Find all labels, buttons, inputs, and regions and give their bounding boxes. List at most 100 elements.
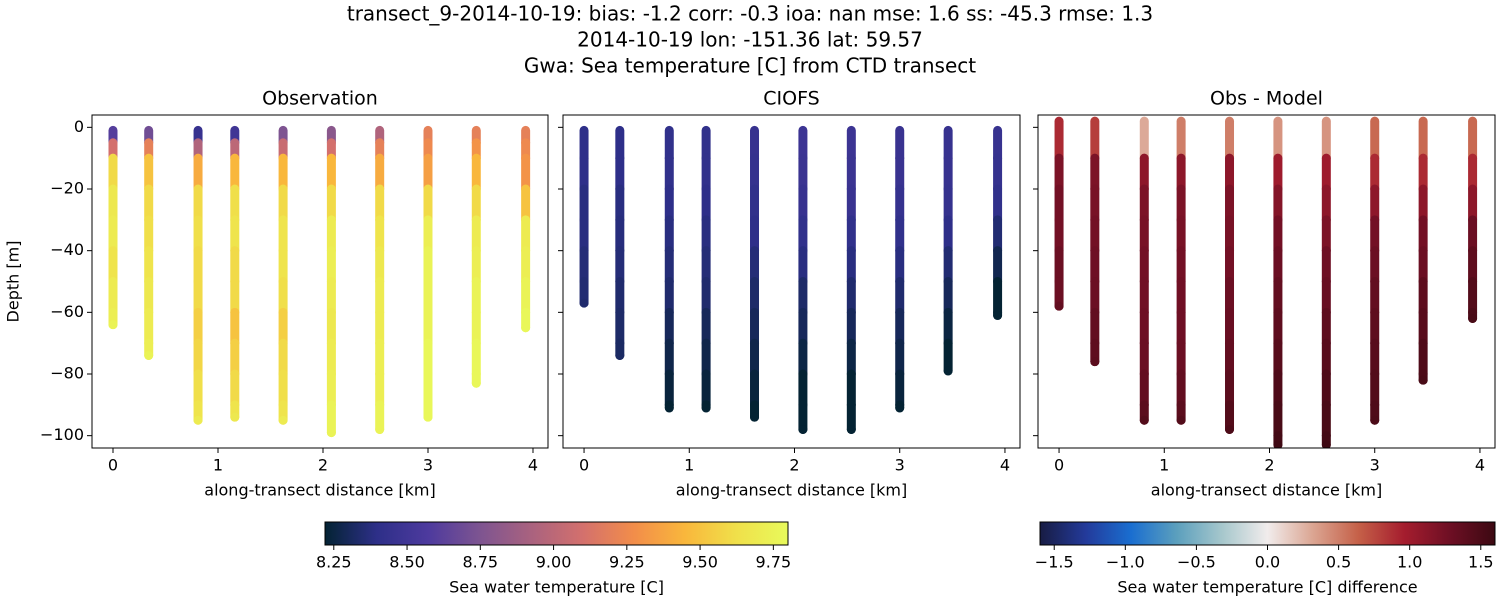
point bbox=[943, 153, 953, 194]
point bbox=[1370, 246, 1380, 286]
point bbox=[1321, 116, 1331, 163]
x-tick-label: 1 bbox=[684, 456, 694, 475]
point bbox=[1090, 215, 1100, 256]
point bbox=[375, 153, 385, 194]
point bbox=[750, 153, 760, 194]
colorbar-tick-label: 1.5 bbox=[1468, 553, 1493, 572]
colorbar-tick-label: 8.50 bbox=[389, 553, 425, 572]
point bbox=[375, 215, 385, 256]
point bbox=[798, 400, 808, 434]
point bbox=[615, 246, 625, 286]
point bbox=[230, 246, 240, 286]
point bbox=[1139, 369, 1149, 410]
colorbar-tick-label: 0.5 bbox=[1326, 553, 1351, 572]
point bbox=[1273, 246, 1283, 286]
point bbox=[750, 338, 760, 379]
point bbox=[326, 400, 336, 438]
colorbar-tick-label: 9.25 bbox=[609, 553, 645, 572]
point bbox=[798, 246, 808, 286]
point bbox=[1468, 153, 1478, 194]
x-axis-label: along-transect distance [km] bbox=[204, 481, 435, 500]
point bbox=[193, 307, 203, 348]
point bbox=[230, 215, 240, 256]
point bbox=[1225, 184, 1235, 225]
x-tick-label: 4 bbox=[1000, 456, 1010, 475]
point bbox=[1273, 277, 1283, 317]
point bbox=[993, 184, 1003, 225]
point bbox=[846, 338, 856, 379]
point bbox=[521, 184, 531, 225]
point bbox=[193, 415, 203, 425]
point bbox=[993, 153, 1003, 194]
point bbox=[750, 246, 760, 286]
x-tick-label: 2 bbox=[1264, 456, 1274, 475]
point bbox=[615, 277, 625, 317]
point bbox=[579, 184, 589, 225]
x-tick-label: 0 bbox=[1054, 456, 1064, 475]
point bbox=[895, 307, 905, 348]
point bbox=[1090, 357, 1100, 367]
point bbox=[1054, 116, 1064, 163]
x-tick-label: 2 bbox=[789, 456, 799, 475]
point bbox=[993, 246, 1003, 286]
point bbox=[1225, 307, 1235, 348]
point bbox=[1468, 246, 1478, 286]
point bbox=[664, 338, 674, 379]
point bbox=[750, 125, 760, 163]
point bbox=[1418, 116, 1428, 163]
point bbox=[1225, 369, 1235, 410]
point bbox=[1090, 307, 1100, 348]
point bbox=[1139, 184, 1149, 225]
point bbox=[471, 307, 481, 348]
point bbox=[615, 125, 625, 163]
point bbox=[326, 369, 336, 410]
point bbox=[193, 153, 203, 194]
point bbox=[750, 184, 760, 225]
point bbox=[1139, 153, 1149, 194]
point bbox=[1054, 246, 1064, 286]
y-tick-label: −60 bbox=[50, 302, 84, 321]
point bbox=[375, 307, 385, 348]
point bbox=[1176, 369, 1186, 410]
point bbox=[1176, 277, 1186, 317]
point bbox=[1139, 307, 1149, 348]
point bbox=[1273, 369, 1283, 410]
point bbox=[846, 184, 856, 225]
point bbox=[521, 215, 531, 256]
point bbox=[1273, 153, 1283, 194]
profiles bbox=[1054, 116, 1478, 448]
point bbox=[521, 323, 531, 333]
point bbox=[701, 215, 711, 256]
x-tick-label: 1 bbox=[1159, 456, 1169, 475]
point bbox=[375, 338, 385, 379]
point bbox=[750, 277, 760, 317]
point bbox=[144, 215, 154, 256]
point bbox=[750, 307, 760, 348]
point bbox=[375, 277, 385, 317]
point bbox=[664, 369, 674, 410]
point bbox=[1139, 116, 1149, 163]
point bbox=[1225, 277, 1235, 317]
point bbox=[1321, 246, 1331, 286]
point bbox=[1090, 184, 1100, 225]
point bbox=[144, 307, 154, 348]
point bbox=[1321, 400, 1331, 441]
point bbox=[278, 277, 288, 317]
point bbox=[230, 277, 240, 317]
point bbox=[943, 338, 953, 376]
point bbox=[1225, 116, 1235, 163]
point bbox=[664, 246, 674, 286]
point bbox=[615, 153, 625, 194]
colorbar-tick-label: 9.00 bbox=[536, 553, 572, 572]
point bbox=[1054, 301, 1064, 311]
point bbox=[278, 215, 288, 256]
point bbox=[846, 369, 856, 410]
point bbox=[895, 403, 905, 413]
point bbox=[1225, 338, 1235, 379]
x-tick-label: 2 bbox=[318, 456, 328, 475]
point bbox=[1468, 215, 1478, 256]
point bbox=[326, 184, 336, 225]
point bbox=[798, 215, 808, 256]
point bbox=[1225, 153, 1235, 194]
colorbar-tick-label: 9.50 bbox=[682, 553, 718, 572]
